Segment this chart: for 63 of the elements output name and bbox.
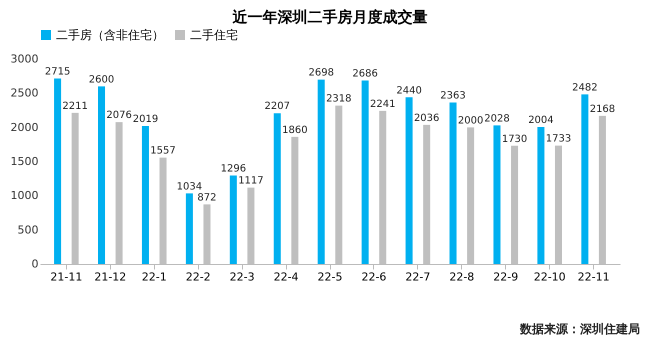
- bar: [537, 127, 544, 264]
- bar: [450, 102, 457, 264]
- data-label: 2600: [88, 74, 114, 86]
- bar: [98, 86, 106, 264]
- data-label: 2168: [590, 104, 616, 115]
- y-tick-label: 1000: [10, 189, 38, 202]
- data-label: 1860: [282, 124, 308, 136]
- bar: [318, 80, 325, 264]
- data-label: 2715: [44, 66, 70, 78]
- x-tick-label: 21-12: [94, 270, 126, 284]
- data-label: 872: [197, 192, 217, 204]
- x-tick-label: 22-7: [405, 270, 430, 284]
- data-label: 2076: [106, 110, 132, 122]
- data-label: 2207: [264, 101, 290, 112]
- data-label: 2363: [440, 90, 466, 102]
- data-label: 2241: [370, 98, 396, 110]
- y-tick-label: 3000: [10, 52, 38, 66]
- source-note: 数据来源：深圳住建局: [519, 322, 640, 336]
- y-tick-label: 1500: [10, 155, 38, 168]
- x-tick-label: 21-11: [50, 270, 82, 284]
- bar: [274, 113, 281, 264]
- data-label: 1296: [220, 163, 246, 174]
- bar: [362, 80, 369, 264]
- data-label: 2000: [458, 115, 484, 126]
- y-tick-label: 500: [18, 223, 38, 236]
- data-label: 1034: [176, 181, 202, 192]
- data-label: 2211: [62, 100, 88, 112]
- data-label: 2698: [308, 68, 334, 79]
- data-label: 2019: [132, 114, 158, 126]
- bar: [581, 94, 588, 264]
- bar: [493, 125, 500, 264]
- x-tick-label: 22-6: [361, 270, 386, 284]
- chart-title: 近一年深圳二手房月度成交量: [232, 8, 428, 26]
- bar: [142, 126, 149, 264]
- x-tick-label: 22-11: [578, 270, 610, 284]
- data-label: 2440: [396, 85, 422, 96]
- y-tick-label: 2500: [10, 86, 38, 100]
- data-label: 2686: [352, 68, 378, 80]
- data-label: 2036: [414, 112, 440, 124]
- bar: [406, 97, 413, 264]
- data-label: 1557: [150, 146, 176, 157]
- x-tick-label: 22-10: [534, 270, 566, 284]
- x-tick-label: 22-1: [142, 270, 167, 284]
- x-tick-label: 22-5: [318, 270, 342, 284]
- x-tick-label: 22-2: [186, 270, 211, 284]
- legend-label: 二手住宅: [190, 28, 238, 42]
- data-label: 1117: [238, 176, 264, 187]
- x-tick-label: 22-8: [449, 270, 474, 284]
- x-tick-label: 22-9: [493, 270, 518, 284]
- data-label: 1733: [546, 134, 572, 145]
- x-tick-label: 22-4: [274, 270, 299, 284]
- bar: [186, 193, 193, 264]
- y-tick-label: 2000: [10, 120, 38, 134]
- data-label: 2318: [326, 94, 352, 105]
- x-tick-label: 22-3: [230, 270, 255, 284]
- bar: [54, 78, 62, 264]
- data-label: 1730: [502, 134, 528, 145]
- data-label: 2004: [528, 115, 554, 126]
- bar: [230, 175, 237, 264]
- data-label: 2028: [484, 113, 510, 124]
- y-tick-label: 0: [32, 258, 38, 270]
- legend-label: 二手房（含非住宅）: [56, 28, 164, 42]
- data-label: 2482: [572, 82, 598, 94]
